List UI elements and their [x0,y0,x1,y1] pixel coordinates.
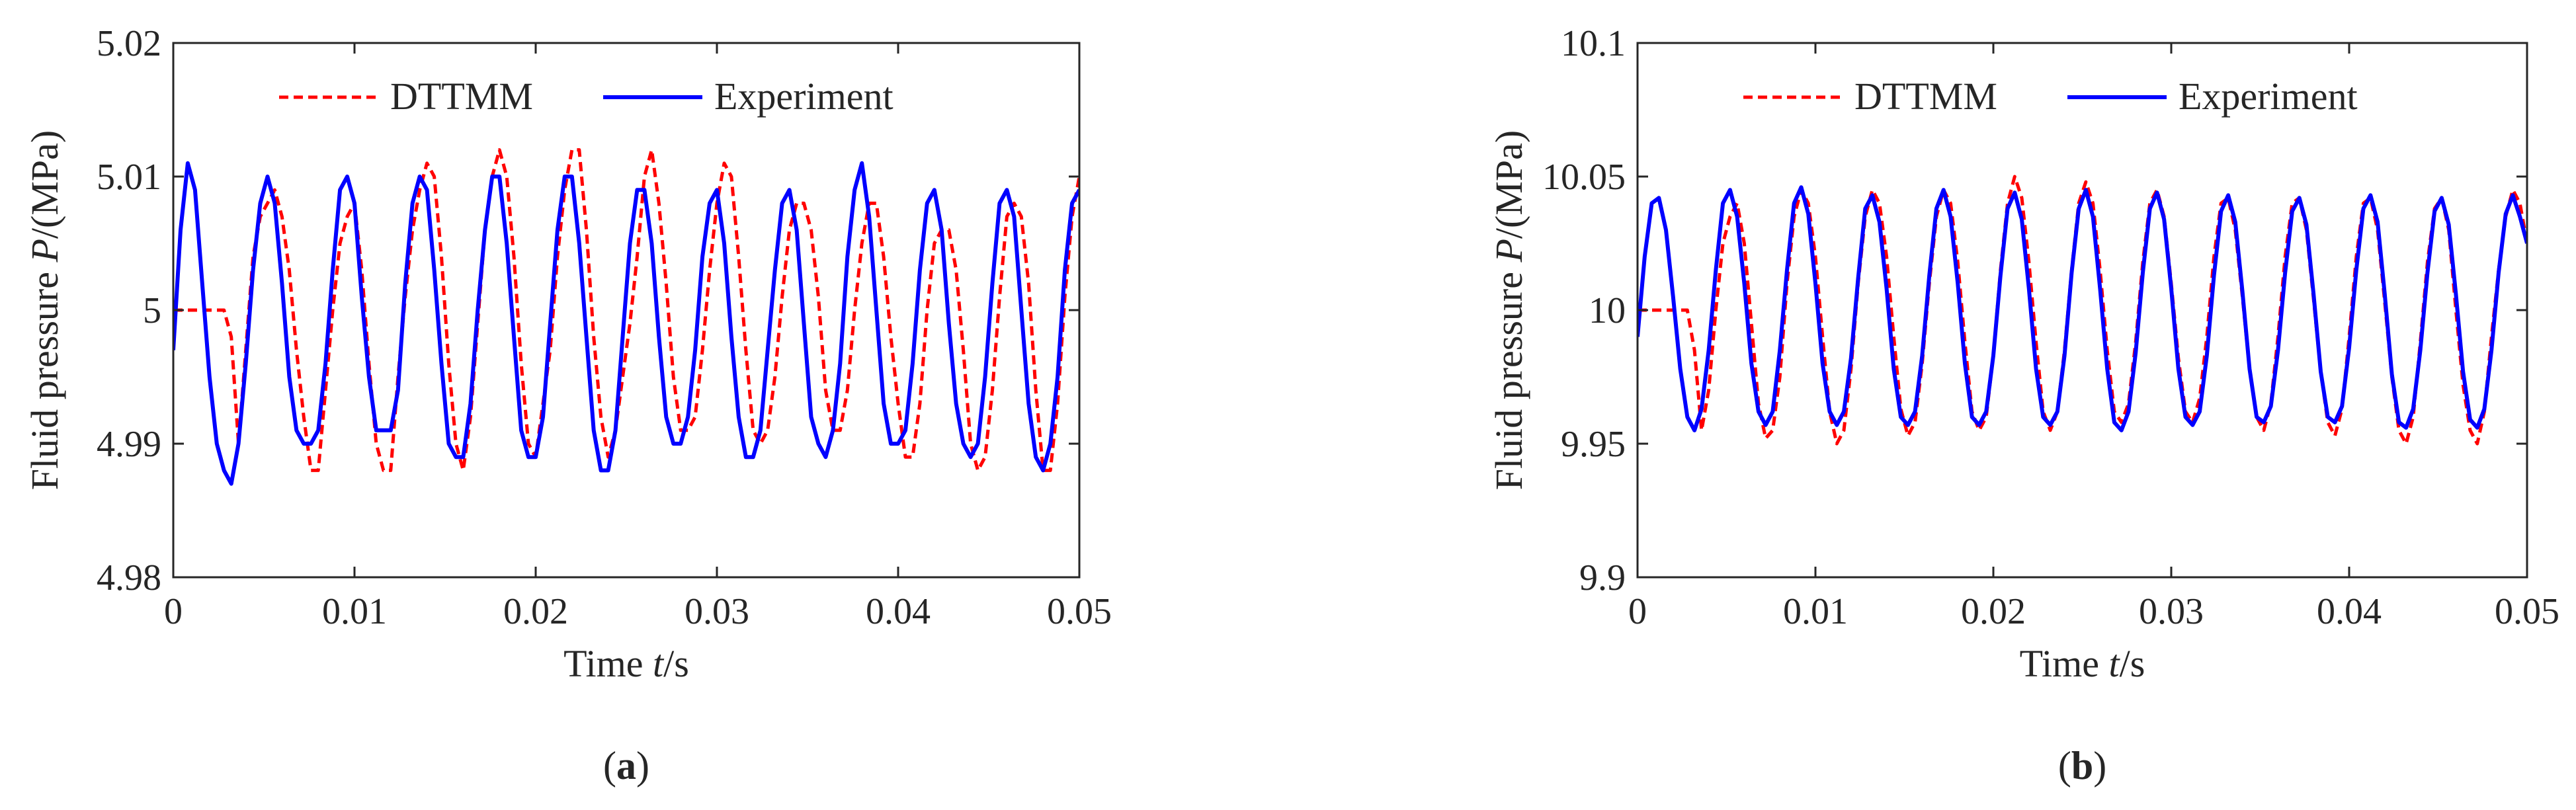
y-axis-label-part: /(MPa) [1487,130,1530,239]
y-axis-label-part: Fluid pressure [1487,263,1530,491]
chart-panel-b: 0 0.01 0.02 0.03 0.04 0.05 9.9 9.95 10 10.05 10.1 T… [1487,23,2559,788]
y-tick-label: 5 [143,290,161,331]
x-tick-label: 0.01 [1783,591,1848,632]
x-tick-label: 0.03 [685,591,749,632]
legend-label: Experiment [2179,75,2358,118]
y-axis-label: Fluid pressure P/(MPa) [1487,130,1530,491]
y-axis-label: Fluid pressure P/(MPa) [23,130,66,491]
series-line-experiment [1638,185,2527,432]
y-tick-label: 9.9 [1579,557,1626,598]
y-tick-label: 5.02 [97,23,161,64]
x-axis-label: Time t/s [563,642,689,685]
y-tick-label: 5.01 [97,157,161,198]
y-tick-label: 4.98 [97,557,161,598]
y-axis-label-part: Fluid pressure [23,263,66,491]
x-tick-label: 0.01 [322,591,387,632]
y-tick-label: 10 [1589,290,1626,331]
legend-label: Experiment [714,75,893,118]
x-axis-label-part: t [653,642,665,685]
y-axis-label-part: P [1487,239,1530,263]
panel-letter: a [616,744,636,788]
x-tick-label: 0.03 [2139,591,2204,632]
x-tick-label: 0.02 [503,591,568,632]
panel-label: (b) [2058,744,2106,788]
y-tick-label: 9.95 [1561,424,1626,465]
x-tick-label: 0.04 [2317,591,2382,632]
y-axis-label-part: P [23,239,66,263]
y-axis-label-part: /(MPa) [23,130,66,239]
x-tick-label: 0 [164,591,183,632]
x-tick-label: 0.02 [1961,591,2026,632]
panel-label: (a) [603,744,649,788]
x-axis-label-part: /s [663,642,689,685]
legend-label: DTTMM [390,75,533,118]
panel-letter: b [2071,744,2093,788]
x-axis-label: Time t/s [2020,642,2145,685]
y-tick-label: 4.99 [97,424,161,465]
chart-panel-a: 0 0.01 0.02 0.03 0.04 0.05 4.98 4.99 5 5.01 5.02 Ti… [23,23,1112,788]
x-tick-label: 0.05 [1047,591,1112,632]
legend-label: DTTMM [1854,75,1997,118]
y-tick-label: 10.05 [1542,157,1626,198]
y-tick-label: 10.1 [1561,23,1626,64]
x-axis-label-part: t [2109,642,2121,685]
x-tick-label: 0.05 [2495,591,2559,632]
series-line-dttmm [1638,175,2527,446]
x-axis-label-part: /s [2120,642,2145,685]
axes-box [1636,42,2528,579]
series-line-experiment [173,161,1079,486]
x-tick-label: 0.04 [866,591,931,632]
x-axis-label-part: Time [563,642,653,685]
series-line-dttmm [173,148,1079,472]
x-tick-label: 0 [1628,591,1647,632]
x-axis-label-part: Time [2020,642,2109,685]
